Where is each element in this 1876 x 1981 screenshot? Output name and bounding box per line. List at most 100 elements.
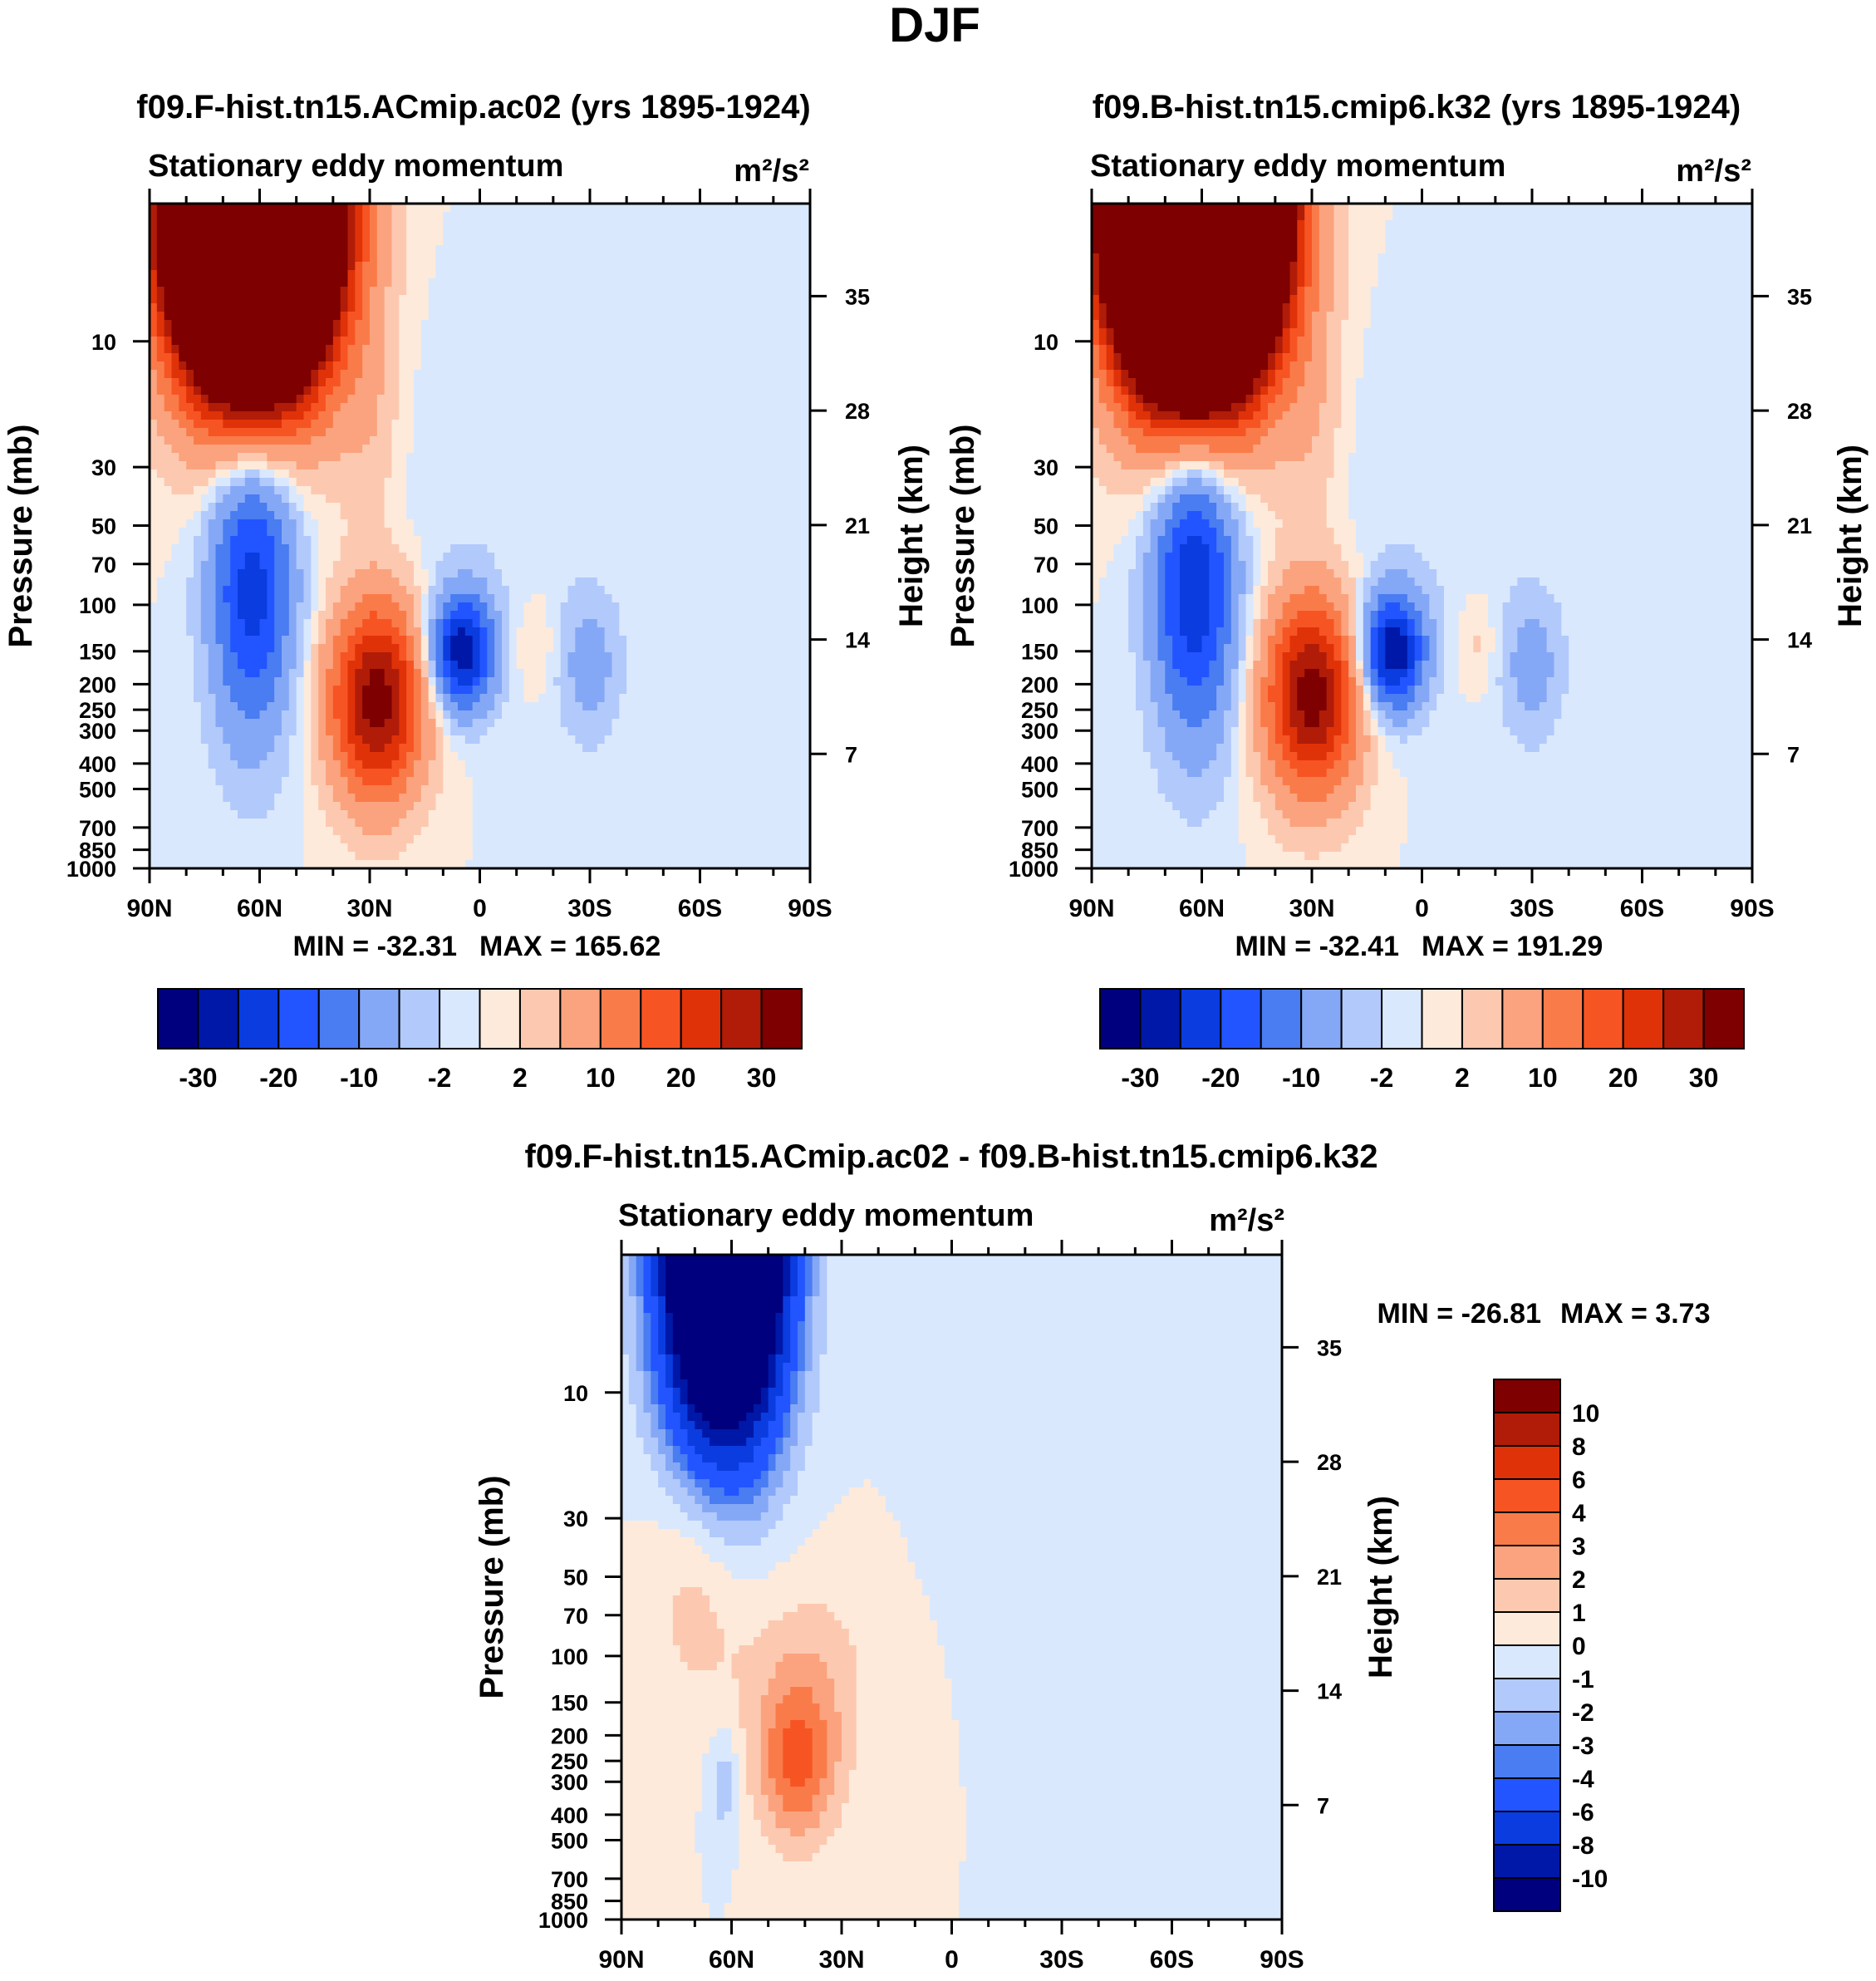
field-cell — [1289, 278, 1298, 288]
field-cell — [340, 353, 349, 362]
field-cell — [523, 669, 547, 678]
field-cell — [604, 735, 811, 745]
field-cell — [1098, 253, 1298, 263]
field-cell — [406, 220, 444, 229]
field-cell — [362, 636, 393, 645]
field-cell — [150, 494, 202, 504]
field-cell — [1326, 636, 1342, 645]
field-cell — [508, 694, 525, 703]
field-cell — [1517, 644, 1548, 653]
field-cell — [1436, 702, 1504, 711]
field-cell — [288, 594, 305, 603]
field-cell — [399, 403, 415, 412]
field-cell — [150, 569, 165, 578]
field-cell — [628, 1263, 637, 1272]
field-cell — [282, 636, 297, 645]
field-cell — [340, 553, 407, 562]
field-cell — [621, 1471, 659, 1480]
field-cell — [819, 1778, 835, 1787]
field-cell — [680, 1479, 695, 1488]
field-cell — [1436, 644, 1445, 653]
field-cell — [798, 1354, 806, 1364]
field-cell — [695, 1828, 739, 1837]
field-cell — [636, 1330, 645, 1339]
field-cell — [450, 627, 459, 637]
field-cell — [1128, 436, 1261, 445]
field-cell — [665, 1462, 681, 1472]
y-tick-label: 500 — [551, 1829, 588, 1854]
field-cell — [783, 1429, 791, 1438]
field-cell — [1142, 710, 1159, 720]
field-cell — [959, 1720, 1283, 1729]
field-cell — [332, 827, 363, 836]
field-cell — [1260, 602, 1269, 612]
field-cell — [1274, 461, 1335, 470]
field-cell — [621, 1836, 695, 1846]
field-cell — [760, 1396, 769, 1405]
field-cell — [464, 760, 811, 769]
field-cell — [347, 303, 356, 312]
field-cell — [288, 694, 297, 703]
field-cell — [1113, 420, 1129, 429]
field-cell — [1092, 253, 1100, 263]
field-cell — [636, 1346, 645, 1355]
field-cell — [621, 1446, 645, 1455]
field-cell — [376, 395, 400, 404]
field-cell — [1333, 262, 1349, 271]
field-cell — [621, 1479, 659, 1488]
field-cell — [311, 710, 319, 720]
field-cell — [200, 578, 217, 587]
field-cell — [1098, 353, 1107, 362]
field-cell — [1128, 602, 1144, 612]
field-cell — [775, 1413, 783, 1422]
field-cell — [267, 461, 297, 470]
field-cell — [487, 627, 495, 637]
field-cell — [687, 1396, 762, 1405]
field-cell — [362, 353, 386, 362]
field-cell — [391, 594, 415, 603]
field-cell — [376, 428, 393, 437]
field-cell — [1348, 469, 1753, 479]
field-cell — [775, 1487, 798, 1497]
field-cell — [621, 1255, 630, 1264]
field-cell — [274, 686, 290, 695]
field-cell — [1245, 403, 1261, 412]
field-cell — [1224, 719, 1240, 728]
field-cell — [1142, 428, 1247, 437]
field-cell — [230, 544, 275, 553]
field-cell — [665, 1263, 783, 1272]
field-cell — [702, 1504, 769, 1513]
field-cell — [1172, 544, 1181, 553]
field-cell — [223, 528, 238, 537]
field-cell — [790, 1429, 798, 1438]
field-cell — [420, 710, 430, 720]
colorbar-label: -2 — [1572, 1699, 1594, 1727]
field-cell — [1128, 586, 1144, 595]
field-cell — [1407, 810, 1753, 819]
field-cell — [1180, 411, 1210, 420]
field-cell — [1429, 561, 1753, 570]
field-cell — [399, 677, 407, 686]
field-cell — [274, 636, 282, 645]
field-cell — [355, 262, 363, 271]
field-cell — [1348, 619, 1357, 628]
field-cell — [171, 320, 334, 329]
field-cell — [1319, 627, 1335, 637]
field-cell — [621, 1828, 695, 1837]
field-cell — [1092, 486, 1107, 495]
field-cell — [1165, 727, 1225, 736]
field-cell — [746, 1728, 762, 1738]
field-cell — [347, 245, 356, 254]
field-cell — [332, 752, 349, 761]
field-cell — [1209, 586, 1225, 595]
field-cell — [1142, 719, 1159, 728]
field-cell — [731, 1778, 739, 1787]
field-cell — [194, 553, 209, 562]
field-cell — [156, 253, 349, 263]
y2-tick-label: 7 — [1787, 742, 1800, 767]
field-cell — [783, 1288, 791, 1297]
field-cell — [1106, 320, 1284, 329]
field-cell — [326, 378, 341, 387]
field-cell — [604, 686, 627, 695]
field-cell — [435, 727, 444, 736]
